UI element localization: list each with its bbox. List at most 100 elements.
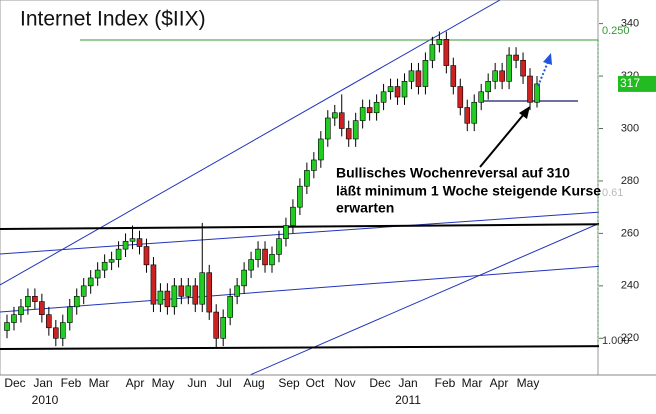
candles xyxy=(4,31,540,349)
candle-body xyxy=(255,248,261,260)
candle-body xyxy=(213,311,220,339)
candle-body xyxy=(450,65,457,87)
candle-body xyxy=(527,75,533,103)
arrow xyxy=(479,113,525,168)
candle-body xyxy=(422,60,429,87)
fib-label: 0.61 xyxy=(602,187,623,199)
x-tick-label: Jan xyxy=(33,376,52,390)
y-tick-label: 260 xyxy=(621,227,639,239)
year-label: 2011 xyxy=(395,393,421,407)
axis-area xyxy=(599,0,656,375)
candle-body xyxy=(304,170,310,187)
x-tick-label: Dec xyxy=(369,376,390,390)
candle-body xyxy=(157,290,164,305)
trend-line xyxy=(0,209,631,255)
candle-body xyxy=(53,327,59,339)
annotation-line: Bullisches Wochenreversal auf 310 xyxy=(336,165,570,181)
candle-body xyxy=(520,60,526,77)
x-tick-label: Oct xyxy=(306,376,325,390)
candle-body xyxy=(108,259,115,263)
candle-body xyxy=(338,112,345,129)
support-line xyxy=(0,345,631,350)
x-tick-label: Nov xyxy=(334,376,355,390)
candle-body xyxy=(457,86,464,108)
candle-body xyxy=(171,285,178,308)
candle-body xyxy=(115,248,122,260)
candle-body xyxy=(276,238,282,255)
candle-body xyxy=(199,272,206,305)
x-tick-label: Apr xyxy=(490,376,509,390)
x-tick-label: Dec xyxy=(4,376,25,390)
candle-body xyxy=(318,138,324,161)
price-marker xyxy=(618,75,656,92)
x-tick-label: Mar xyxy=(462,376,483,390)
x-tick-label: Jul xyxy=(216,376,231,390)
candle-body xyxy=(25,296,31,308)
forecast-arrow xyxy=(537,61,549,87)
candle-body xyxy=(380,91,387,103)
trend-lines xyxy=(0,0,631,376)
x-tick-label: Feb xyxy=(435,376,456,390)
candle-body xyxy=(373,101,380,114)
y-tick-label: 300 xyxy=(621,122,639,134)
candle-body xyxy=(150,264,157,305)
chart-title: Internet Index ($IIX) xyxy=(20,8,206,31)
candle-body xyxy=(401,80,408,98)
candle-body xyxy=(290,206,296,226)
candle-body xyxy=(220,317,226,339)
candle-body xyxy=(345,128,352,140)
candle-body xyxy=(73,296,80,308)
candle-body xyxy=(11,314,17,323)
candle-body xyxy=(87,277,94,287)
candle-body xyxy=(39,301,45,315)
support-line xyxy=(0,223,631,230)
annotation-line: läßt minimum 1 Woche steigende Kurse xyxy=(336,183,601,199)
x-tick-label: Mar xyxy=(89,376,110,390)
candle-body xyxy=(513,54,519,61)
candle-body xyxy=(478,91,485,103)
candle-body xyxy=(387,86,394,93)
x-tick-label: Jan xyxy=(398,376,417,390)
candle-body xyxy=(46,314,52,329)
candle-body xyxy=(297,185,303,208)
annotation-line: erwarten xyxy=(336,200,394,216)
candle-body xyxy=(408,70,415,82)
candle-body xyxy=(492,70,498,82)
candle-body xyxy=(122,240,129,250)
candle-body xyxy=(366,107,373,114)
candle-body xyxy=(18,306,24,315)
candle-body xyxy=(206,272,213,313)
candle-body xyxy=(464,107,471,124)
candle-body xyxy=(164,290,171,308)
candle-body xyxy=(192,285,199,305)
candle-body xyxy=(80,285,87,297)
candle-body xyxy=(394,86,401,98)
x-tick-label: Jun xyxy=(187,376,206,390)
candle-body xyxy=(415,70,422,87)
trend-line xyxy=(0,0,501,286)
candle-body xyxy=(101,261,108,271)
candle-body xyxy=(129,238,136,242)
candle-body xyxy=(485,80,491,93)
candle-body xyxy=(324,117,331,140)
candle-body xyxy=(283,225,289,239)
x-tick-label: Feb xyxy=(61,376,82,390)
candle-body xyxy=(234,285,240,297)
candle-body xyxy=(262,248,268,266)
candle-body xyxy=(241,269,247,287)
year-label: 2010 xyxy=(32,393,59,407)
x-tick-label: May xyxy=(517,376,540,390)
x-tick-label: Apr xyxy=(126,376,145,390)
fib-label: 1.000 xyxy=(602,335,630,347)
candle-body xyxy=(429,44,436,61)
candle-body xyxy=(66,306,73,323)
candle-body xyxy=(352,120,359,140)
candle-body xyxy=(4,322,10,331)
y-tick-label: 340 xyxy=(621,18,639,30)
arrow-head xyxy=(543,53,552,65)
candle-body xyxy=(506,54,512,82)
candle-body xyxy=(443,39,450,66)
candle-body xyxy=(311,159,317,171)
